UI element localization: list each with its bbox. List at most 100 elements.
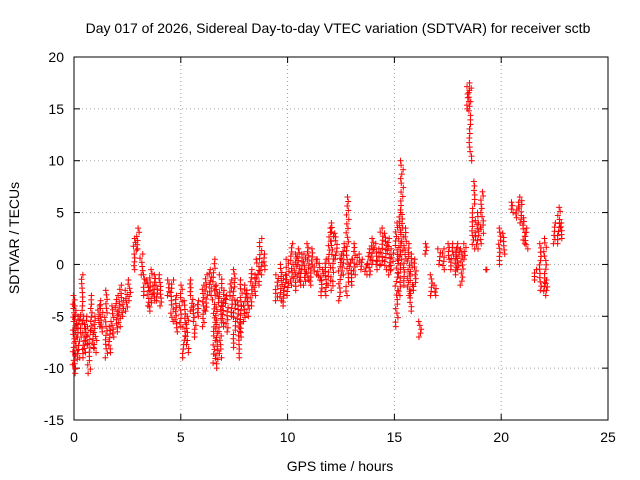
data-point bbox=[410, 283, 417, 290]
data-point bbox=[106, 323, 113, 330]
data-point bbox=[202, 275, 209, 282]
data-point bbox=[402, 225, 409, 232]
data-point bbox=[470, 178, 477, 185]
data-point bbox=[108, 318, 115, 325]
data-point bbox=[300, 258, 307, 265]
data-point bbox=[168, 314, 175, 321]
data-point bbox=[258, 271, 265, 278]
data-point bbox=[81, 321, 88, 328]
data-point bbox=[104, 309, 111, 316]
data-point bbox=[237, 294, 244, 301]
data-point bbox=[361, 268, 368, 275]
data-point bbox=[556, 204, 563, 211]
data-point bbox=[473, 241, 480, 248]
data-point bbox=[213, 334, 220, 341]
data-point bbox=[151, 286, 158, 293]
data-point bbox=[477, 226, 484, 233]
data-point bbox=[466, 135, 473, 142]
data-point bbox=[136, 229, 143, 236]
data-point bbox=[148, 295, 155, 302]
data-point bbox=[295, 245, 302, 252]
data-point bbox=[521, 240, 528, 247]
data-point bbox=[543, 276, 550, 283]
data-point bbox=[392, 237, 399, 244]
data-point bbox=[236, 319, 243, 326]
data-point bbox=[137, 255, 144, 262]
data-point bbox=[203, 296, 210, 302]
data-point bbox=[179, 286, 186, 293]
data-point bbox=[472, 229, 479, 236]
data-point bbox=[294, 253, 301, 260]
data-point bbox=[231, 275, 238, 282]
data-point bbox=[551, 224, 558, 231]
data-point bbox=[174, 328, 181, 335]
data-point bbox=[290, 275, 297, 282]
data-point bbox=[190, 318, 197, 325]
data-point bbox=[167, 310, 174, 317]
data-point bbox=[134, 245, 141, 252]
data-point bbox=[104, 296, 111, 303]
data-point bbox=[282, 279, 289, 286]
data-point bbox=[465, 89, 472, 96]
data-point bbox=[480, 230, 487, 237]
data-point bbox=[461, 248, 468, 255]
data-point bbox=[214, 308, 221, 315]
data-point bbox=[184, 329, 191, 336]
data-point bbox=[292, 279, 299, 286]
data-point bbox=[454, 244, 461, 251]
data-point bbox=[84, 341, 91, 348]
data-point bbox=[184, 313, 191, 320]
data-point bbox=[387, 262, 394, 269]
data-point bbox=[102, 300, 109, 307]
data-point bbox=[471, 182, 478, 189]
data-point bbox=[522, 233, 529, 240]
data-point bbox=[431, 289, 438, 296]
data-point bbox=[243, 290, 250, 297]
data-point bbox=[176, 302, 183, 309]
data-point bbox=[405, 240, 412, 247]
data-point bbox=[394, 314, 401, 321]
data-point bbox=[252, 292, 259, 299]
data-point bbox=[73, 320, 80, 327]
tick-labels: 0 5 10 15 20 25 -15 -10 -5 0 5 10 15 20 bbox=[44, 49, 616, 445]
data-point bbox=[388, 245, 395, 252]
data-point bbox=[330, 269, 337, 276]
data-point bbox=[496, 225, 503, 232]
data-point bbox=[467, 98, 474, 105]
data-point bbox=[300, 282, 307, 289]
data-point bbox=[247, 294, 254, 301]
data-point bbox=[151, 271, 158, 278]
data-point bbox=[375, 245, 382, 252]
data-point bbox=[284, 284, 291, 291]
data-point bbox=[557, 208, 564, 215]
data-point bbox=[69, 348, 76, 355]
data-point bbox=[328, 251, 335, 258]
data-point bbox=[230, 266, 237, 273]
data-point bbox=[72, 311, 79, 318]
data-point bbox=[203, 279, 210, 286]
data-point bbox=[206, 281, 213, 288]
data-point bbox=[241, 282, 248, 289]
data-point bbox=[126, 293, 133, 300]
data-point bbox=[381, 230, 388, 237]
data-point bbox=[428, 275, 435, 282]
data-point bbox=[272, 271, 279, 278]
data-point bbox=[472, 217, 479, 224]
data-point bbox=[71, 360, 78, 367]
data-point bbox=[332, 234, 339, 241]
data-point bbox=[149, 282, 156, 289]
data-point bbox=[401, 247, 408, 254]
data-point bbox=[454, 255, 461, 262]
data-point bbox=[542, 257, 549, 264]
data-point bbox=[344, 243, 351, 250]
data-point bbox=[222, 320, 229, 327]
data-point bbox=[219, 303, 226, 310]
data-point bbox=[341, 240, 348, 247]
data-point bbox=[371, 244, 378, 251]
data-point bbox=[406, 286, 413, 293]
data-point bbox=[466, 79, 473, 86]
data-point bbox=[151, 279, 158, 286]
data-point bbox=[470, 236, 477, 243]
data-point bbox=[72, 307, 79, 314]
data-point bbox=[87, 327, 94, 334]
